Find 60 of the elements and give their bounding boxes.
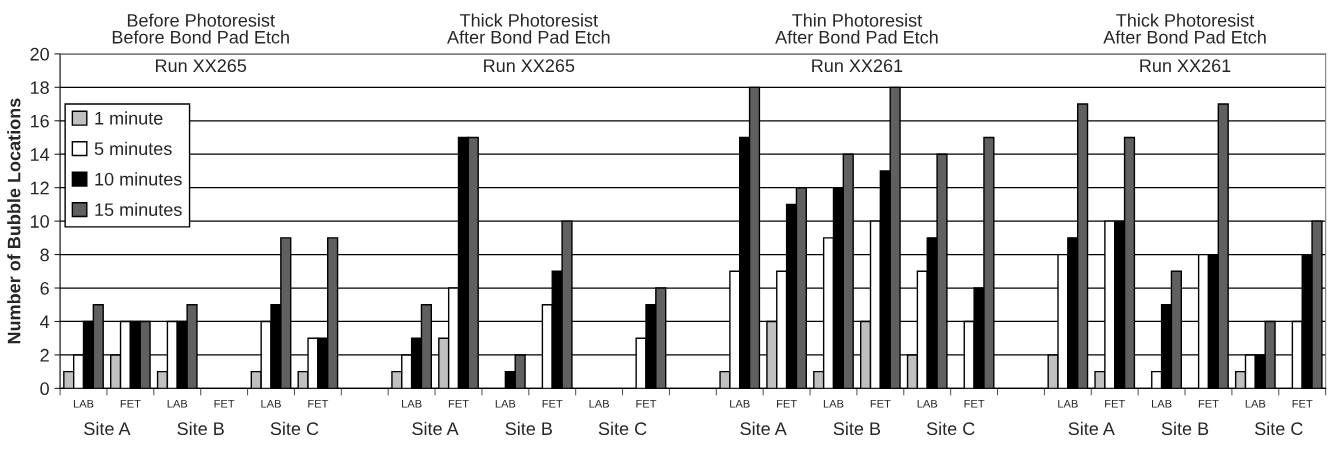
y-tick-label: 10 [30, 215, 49, 228]
text: Site A [1068, 421, 1115, 436]
text: Site A [740, 421, 787, 436]
annotation: Run XX261 [1140, 59, 1231, 73]
x-tick-label: LAB [495, 399, 516, 408]
text: Thick Photoresist After Bond Pad Etch [447, 13, 610, 44]
legend-label: 5 minutes [94, 141, 172, 156]
y-tick-label: 12 [30, 181, 49, 195]
x-tick-label: FET [1198, 399, 1219, 408]
text: Site C [1255, 421, 1303, 436]
y-tick-label: 16 [30, 114, 49, 128]
x-tick-label: FET [964, 399, 985, 408]
x-tick-label: FET [448, 399, 469, 408]
text: Site A [84, 421, 131, 436]
x-tick-label: FET [777, 399, 797, 408]
annotation: Run XX265 [484, 59, 575, 73]
y-tick-label: 20 [30, 47, 49, 61]
text: Site B [505, 421, 552, 436]
y-tick-label: 14 [30, 148, 50, 161]
y-tick-label: 6 [40, 281, 49, 295]
text: Site B [1161, 421, 1209, 436]
x-tick-label: LAB [73, 399, 94, 408]
x-tick-label: LAB [730, 399, 750, 408]
text: Site B [177, 421, 224, 436]
text: Site C [598, 421, 647, 436]
y-tick-label: 0 [40, 382, 49, 396]
text: Thick Photoresist After Bond Pad Etch [1103, 13, 1266, 44]
x-tick-label: FET [120, 399, 141, 408]
x-tick-label: LAB [1152, 399, 1172, 408]
x-tick-label: LAB [1058, 399, 1078, 408]
x-tick-label: LAB [1245, 399, 1266, 408]
text: Site A [412, 421, 459, 436]
x-tick-label: LAB [261, 399, 281, 408]
x-tick-label: FET [870, 399, 891, 408]
y-tick-label: 2 [40, 348, 49, 362]
annotation: Run XX265 [156, 59, 247, 73]
y-axis-title: Number of Bubble Locations [7, 98, 21, 344]
x-tick-label: LAB [589, 399, 610, 408]
text: Site C [270, 421, 319, 436]
x-tick-label: LAB [917, 399, 938, 408]
x-tick-label: FET [308, 399, 329, 408]
x-tick-label: LAB [167, 399, 188, 408]
text: Site B [833, 421, 881, 436]
annotation: Run XX261 [812, 59, 903, 73]
y-tick-label: 18 [30, 81, 49, 95]
y-tick-label: 8 [40, 248, 49, 262]
x-tick-label: LAB [823, 399, 844, 408]
x-tick-label: FET [214, 399, 235, 408]
text: Thin Photoresist After Bond Pad Etch [775, 13, 938, 44]
x-tick-label: FET [1105, 399, 1125, 408]
legend-label: 15 minutes [95, 202, 182, 217]
text: Before Photoresist Before Bond Pad Etch [112, 13, 289, 44]
x-tick-label: FET [1292, 399, 1313, 408]
x-tick-label: FET [636, 399, 657, 408]
x-tick-label: LAB [402, 399, 422, 408]
x-tick-label: FET [542, 399, 563, 408]
text: Site C [926, 421, 975, 436]
y-tick-label: 4 [40, 315, 50, 329]
legend-label: 1 minute [95, 111, 163, 125]
legend-label: 10 minutes [95, 172, 182, 186]
